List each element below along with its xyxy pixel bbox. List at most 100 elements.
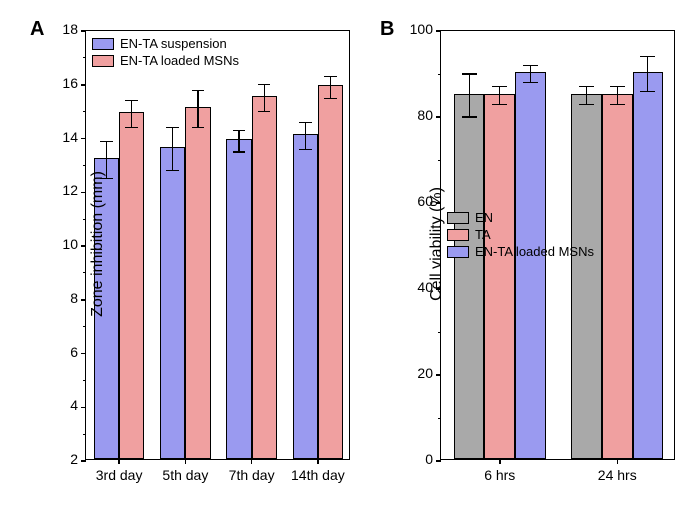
ytick-label: 20 xyxy=(417,365,441,381)
ytick-label: 8 xyxy=(70,290,86,306)
error-cap xyxy=(492,86,507,87)
error-cap xyxy=(640,56,655,57)
error-cap xyxy=(233,151,246,152)
error-cap xyxy=(492,104,507,105)
panel-a-label: A xyxy=(30,18,44,41)
legend-swatch xyxy=(447,246,469,258)
panel-a-ylabel: Zone inhibition (mm) xyxy=(89,171,107,317)
error-bar xyxy=(586,87,587,104)
error-cap xyxy=(610,86,625,87)
error-cap xyxy=(100,141,113,142)
ytick-minor xyxy=(83,434,86,435)
error-cap xyxy=(324,98,337,99)
bar xyxy=(633,72,664,459)
error-cap xyxy=(258,111,271,112)
bar xyxy=(119,112,144,459)
bar xyxy=(160,147,185,459)
bar xyxy=(515,72,546,459)
error-cap xyxy=(125,100,138,101)
error-bar xyxy=(530,65,531,82)
panel-a-legend: EN-TA suspension EN-TA loaded MSNs xyxy=(92,36,239,70)
bar xyxy=(293,134,318,459)
bar xyxy=(571,94,602,460)
ytick-minor xyxy=(438,332,441,333)
legend-swatch xyxy=(92,55,114,67)
ytick-label: 12 xyxy=(62,182,86,198)
legend-item: EN xyxy=(447,210,594,225)
error-bar xyxy=(131,101,132,128)
legend-item: EN-TA suspension xyxy=(92,36,239,51)
error-bar xyxy=(238,130,239,152)
legend-item: EN-TA loaded MSNs xyxy=(92,53,239,68)
ytick-minor xyxy=(83,57,86,58)
panel-b-label: B xyxy=(380,18,394,41)
error-cap xyxy=(462,116,477,117)
error-cap xyxy=(523,65,538,66)
ytick-minor xyxy=(83,219,86,220)
error-cap xyxy=(610,104,625,105)
panel-b-ylabel: Cell viability (%) xyxy=(428,187,446,301)
error-cap xyxy=(640,91,655,92)
xtick-label: 6 hrs xyxy=(484,459,515,483)
error-cap xyxy=(192,127,205,128)
error-cap xyxy=(579,86,594,87)
ytick-label: 10 xyxy=(62,236,86,252)
error-cap xyxy=(299,149,312,150)
xtick-label: 24 hrs xyxy=(598,459,637,483)
error-bar xyxy=(499,87,500,104)
error-bar xyxy=(305,122,306,149)
error-cap xyxy=(299,122,312,123)
ytick-label: 6 xyxy=(70,344,86,360)
legend-label: EN-TA suspension xyxy=(120,36,227,51)
error-bar xyxy=(197,90,198,128)
bar xyxy=(484,94,515,460)
panel-a-plot: 246810121416183rd day5th day7th day14th … xyxy=(85,30,350,460)
legend-swatch xyxy=(447,212,469,224)
ytick-minor xyxy=(438,160,441,161)
error-cap xyxy=(579,104,594,105)
xtick-label: 7th day xyxy=(229,459,275,483)
ytick-label: 80 xyxy=(417,107,441,123)
bar xyxy=(602,94,633,460)
xtick-label: 5th day xyxy=(162,459,208,483)
bar xyxy=(252,96,277,459)
legend-item: EN-TA loaded MSNs xyxy=(447,244,594,259)
legend-label: EN xyxy=(475,210,493,225)
error-bar xyxy=(617,87,618,104)
bar xyxy=(226,139,251,459)
error-cap xyxy=(125,127,138,128)
ytick-minor xyxy=(83,272,86,273)
bar xyxy=(318,85,343,459)
error-cap xyxy=(166,170,179,171)
legend-swatch xyxy=(92,38,114,50)
error-cap xyxy=(192,90,205,91)
error-cap xyxy=(523,82,538,83)
ytick-label: 2 xyxy=(70,451,86,467)
error-cap xyxy=(258,84,271,85)
bar xyxy=(185,107,210,459)
error-bar xyxy=(469,74,470,117)
error-bar xyxy=(172,128,173,171)
ytick-label: 0 xyxy=(425,451,441,467)
error-cap xyxy=(324,76,337,77)
ytick-label: 100 xyxy=(410,21,441,37)
error-cap xyxy=(462,73,477,74)
error-bar xyxy=(264,85,265,112)
ytick-minor xyxy=(438,418,441,419)
xtick-label: 3rd day xyxy=(96,459,143,483)
bar xyxy=(454,94,485,460)
panel-b-legend: EN TA EN-TA loaded MSNs xyxy=(447,210,594,261)
legend-swatch xyxy=(447,229,469,241)
legend-item: TA xyxy=(447,227,594,242)
figure-root: A B 246810121416183rd day5th day7th day1… xyxy=(0,0,700,522)
ytick-label: 18 xyxy=(62,21,86,37)
error-cap xyxy=(233,130,246,131)
legend-label: TA xyxy=(475,227,491,242)
ytick-label: 16 xyxy=(62,75,86,91)
ytick-minor xyxy=(83,380,86,381)
ytick-label: 4 xyxy=(70,397,86,413)
legend-label: EN-TA loaded MSNs xyxy=(120,53,239,68)
xtick-label: 14th day xyxy=(291,459,345,483)
ytick-label: 14 xyxy=(62,129,86,145)
ytick-minor xyxy=(438,74,441,75)
